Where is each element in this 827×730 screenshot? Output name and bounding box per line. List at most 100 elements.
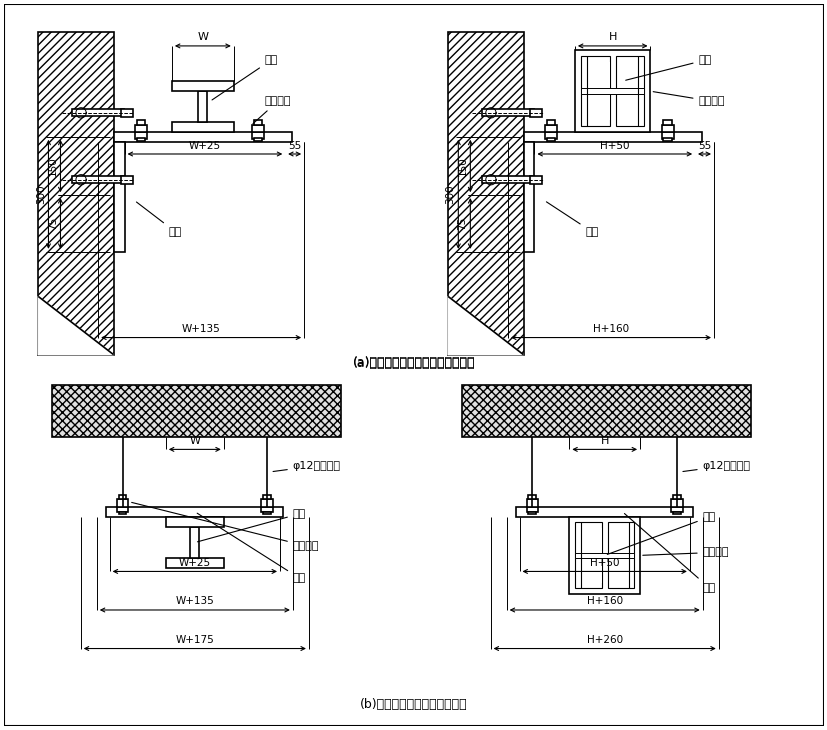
Text: φ12圆锂吨杆: φ12圆锂吨杆 bbox=[682, 461, 750, 472]
Polygon shape bbox=[447, 296, 523, 355]
Text: W: W bbox=[197, 32, 208, 42]
Text: 侧卧压板: 侧卧压板 bbox=[653, 92, 724, 107]
Text: 300: 300 bbox=[36, 185, 45, 204]
Text: H+160: H+160 bbox=[592, 324, 629, 334]
Bar bbox=[121, 109, 132, 117]
Bar bbox=[118, 512, 127, 514]
Bar bbox=[581, 56, 609, 126]
Bar bbox=[672, 512, 680, 514]
Bar bbox=[574, 523, 601, 588]
Text: 平卧压板: 平卧压板 bbox=[253, 96, 291, 123]
Bar bbox=[544, 125, 557, 132]
Text: 支架: 支架 bbox=[546, 201, 598, 237]
Bar bbox=[546, 138, 554, 141]
Bar bbox=[172, 81, 233, 91]
Bar bbox=[251, 132, 264, 139]
Bar bbox=[113, 132, 292, 142]
Text: 母线: 母线 bbox=[625, 55, 711, 80]
Bar bbox=[261, 507, 272, 512]
Bar bbox=[198, 91, 208, 122]
Text: W+25: W+25 bbox=[179, 558, 211, 568]
Bar bbox=[172, 122, 233, 132]
Bar bbox=[117, 499, 128, 507]
Text: W+135: W+135 bbox=[182, 324, 220, 334]
Bar bbox=[253, 120, 261, 125]
Text: 75: 75 bbox=[457, 217, 467, 230]
Text: H+160: H+160 bbox=[586, 596, 622, 606]
Text: W+175: W+175 bbox=[175, 634, 214, 645]
Bar bbox=[461, 385, 750, 437]
Bar bbox=[190, 527, 199, 558]
Bar bbox=[528, 495, 536, 499]
Bar bbox=[661, 132, 673, 139]
Text: 150: 150 bbox=[457, 156, 467, 176]
Text: (a)在墙体角锂支架上平、侧卧安装: (a)在墙体角锂支架上平、侧卧安装 bbox=[352, 356, 475, 369]
Text: 平卧压板: 平卧压板 bbox=[131, 502, 319, 551]
Text: 支架: 支架 bbox=[136, 202, 182, 237]
Bar bbox=[118, 495, 127, 499]
Bar bbox=[526, 507, 538, 512]
Text: φ12圆锂吨杆: φ12圆锂吨杆 bbox=[273, 461, 341, 472]
Bar bbox=[671, 507, 681, 512]
Bar bbox=[546, 120, 554, 125]
Bar bbox=[662, 120, 671, 125]
Bar bbox=[607, 523, 633, 588]
Bar bbox=[121, 176, 132, 184]
Bar bbox=[136, 120, 145, 125]
Bar bbox=[528, 512, 536, 514]
Bar bbox=[52, 385, 341, 437]
Text: 55: 55 bbox=[288, 141, 301, 150]
Text: H+50: H+50 bbox=[600, 141, 629, 150]
Bar bbox=[580, 528, 601, 583]
Bar bbox=[261, 499, 272, 507]
Bar bbox=[523, 142, 534, 252]
Text: (b)在楼板吨架上平、侧卧安装: (b)在楼板吨架上平、侧卧安装 bbox=[360, 698, 467, 711]
Bar bbox=[671, 499, 681, 507]
Text: 吨架: 吨架 bbox=[624, 513, 715, 593]
Bar bbox=[574, 553, 633, 558]
Text: H+260: H+260 bbox=[586, 634, 622, 645]
Text: W: W bbox=[189, 436, 200, 445]
Polygon shape bbox=[38, 296, 113, 355]
Bar bbox=[251, 125, 264, 132]
Bar bbox=[117, 507, 128, 512]
Bar bbox=[263, 495, 270, 499]
Text: H+50: H+50 bbox=[589, 558, 619, 568]
Bar bbox=[263, 512, 270, 514]
Bar bbox=[661, 125, 673, 132]
Bar bbox=[530, 176, 542, 184]
Text: W+135: W+135 bbox=[175, 596, 214, 606]
Text: 侧卧压板: 侧卧压板 bbox=[642, 548, 729, 558]
Bar bbox=[523, 132, 701, 142]
Text: 300: 300 bbox=[445, 185, 455, 204]
Bar bbox=[73, 110, 124, 116]
Text: 55: 55 bbox=[697, 141, 710, 150]
Bar bbox=[544, 132, 557, 139]
Text: H: H bbox=[600, 436, 608, 445]
Bar bbox=[581, 88, 643, 94]
Text: 150: 150 bbox=[48, 156, 58, 176]
Text: 75: 75 bbox=[48, 217, 58, 230]
Bar bbox=[135, 125, 147, 132]
Bar bbox=[526, 499, 538, 507]
Text: 吨架: 吨架 bbox=[197, 513, 306, 583]
Bar bbox=[113, 142, 125, 252]
Bar bbox=[38, 32, 113, 355]
Text: W+25: W+25 bbox=[189, 141, 221, 150]
Bar bbox=[253, 138, 261, 141]
Bar bbox=[569, 517, 639, 594]
Bar bbox=[662, 138, 671, 141]
Bar bbox=[107, 507, 283, 517]
Text: 母线: 母线 bbox=[212, 55, 278, 100]
Text: 母线: 母线 bbox=[198, 509, 306, 542]
Bar bbox=[165, 558, 223, 568]
Bar bbox=[135, 132, 147, 139]
Bar bbox=[516, 507, 692, 517]
Bar bbox=[447, 32, 523, 355]
Bar bbox=[136, 138, 145, 141]
Bar bbox=[574, 50, 650, 132]
Bar bbox=[615, 56, 643, 126]
Bar bbox=[586, 62, 609, 120]
Bar bbox=[530, 109, 542, 117]
Bar bbox=[165, 517, 223, 527]
